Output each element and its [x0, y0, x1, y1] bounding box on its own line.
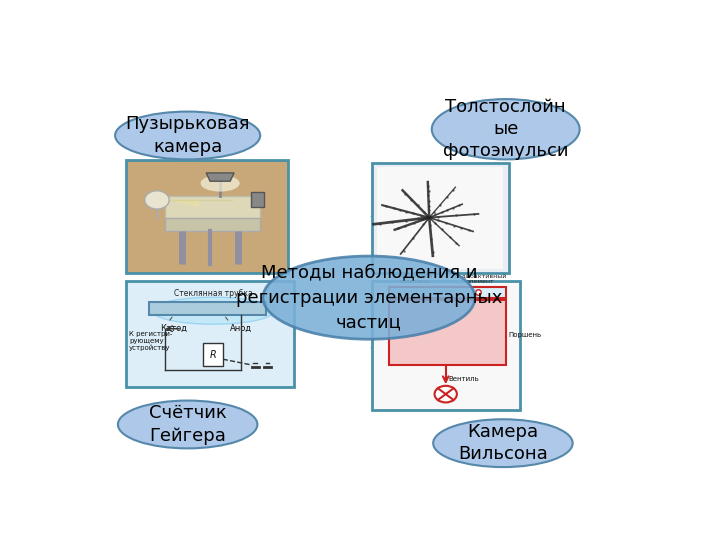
FancyBboxPatch shape: [372, 163, 508, 273]
FancyBboxPatch shape: [389, 287, 505, 298]
Text: К регистри-
рующему
устройству: К регистри- рующему устройству: [129, 331, 172, 352]
Text: Камера
Вильсона: Камера Вильсона: [458, 423, 548, 463]
Text: Вентиль: Вентиль: [449, 376, 480, 382]
FancyBboxPatch shape: [389, 300, 505, 365]
Text: Анод: Анод: [230, 323, 252, 333]
Polygon shape: [206, 173, 234, 181]
Text: Стеклянная трубка: Стеклянная трубка: [174, 289, 253, 298]
FancyBboxPatch shape: [126, 281, 294, 387]
Ellipse shape: [432, 99, 580, 159]
Text: Радиоактивный
элемент: Радиоактивный элемент: [454, 274, 507, 285]
Circle shape: [145, 191, 169, 209]
Ellipse shape: [118, 401, 258, 448]
FancyBboxPatch shape: [372, 281, 520, 410]
FancyBboxPatch shape: [166, 218, 260, 231]
Polygon shape: [169, 200, 199, 207]
Text: Счётчик
Гейгера: Счётчик Гейгера: [149, 404, 227, 444]
Text: Методы наблюдения и
регистрации элементарных
частиц: Методы наблюдения и регистрации элемента…: [236, 264, 502, 332]
Text: Поршень: Поршень: [508, 332, 541, 338]
Bar: [251, 192, 264, 207]
Ellipse shape: [152, 297, 275, 324]
Ellipse shape: [433, 419, 572, 467]
Text: Пузырьковая
камера: Пузырьковая камера: [125, 116, 250, 156]
Ellipse shape: [263, 256, 475, 339]
FancyBboxPatch shape: [126, 160, 288, 273]
Text: Катод: Катод: [161, 323, 187, 333]
Text: R: R: [210, 350, 216, 360]
Ellipse shape: [115, 112, 260, 159]
Ellipse shape: [201, 175, 240, 192]
Circle shape: [435, 386, 457, 402]
Text: Толстослойн
ые
фотоэмульси: Толстослойн ые фотоэмульси: [443, 98, 569, 160]
FancyBboxPatch shape: [203, 343, 222, 366]
FancyBboxPatch shape: [377, 167, 503, 268]
Text: Стеклянная
пластина: Стеклянная пластина: [394, 274, 433, 285]
FancyBboxPatch shape: [166, 196, 260, 219]
FancyBboxPatch shape: [148, 302, 266, 315]
